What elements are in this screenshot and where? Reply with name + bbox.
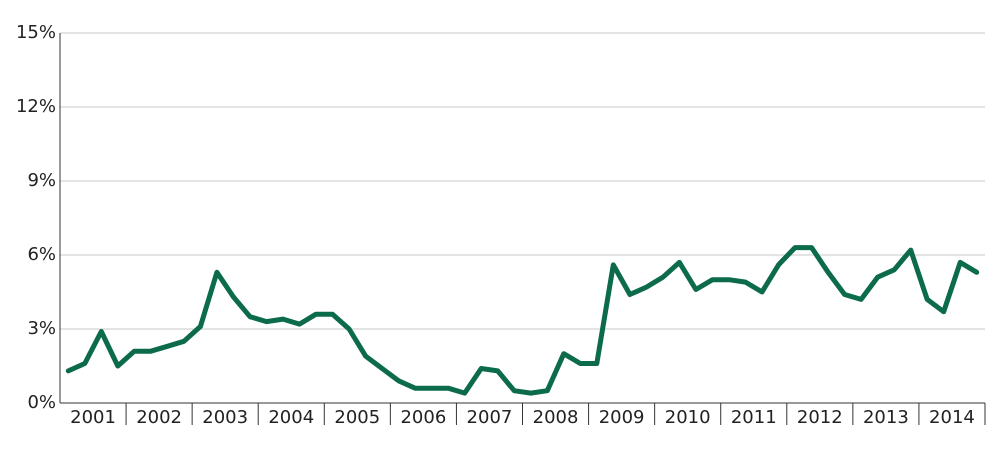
x-tick-label: 2012 [797, 407, 843, 428]
x-tick-label: 2010 [665, 407, 711, 428]
x-tick-label: 2006 [400, 407, 446, 428]
x-tick-label: 2005 [334, 407, 380, 428]
x-tick-label: 2013 [863, 407, 909, 428]
y-tick-label: 12% [16, 96, 56, 117]
y-tick-label: 9% [27, 170, 56, 191]
y-tick-label: 15% [16, 22, 56, 43]
x-tick-label: 2001 [70, 407, 116, 428]
x-tick-label: 2011 [731, 407, 777, 428]
y-tick-label: 0% [27, 392, 56, 413]
x-tick-label: 2014 [929, 407, 975, 428]
x-tick-label: 2003 [202, 407, 248, 428]
line-series [65, 245, 980, 396]
x-tick-label: 2009 [599, 407, 645, 428]
y-tick-label: 3% [27, 318, 56, 339]
x-tick-label: 2007 [467, 407, 513, 428]
y-tick-label: 6% [27, 244, 56, 265]
x-tick-label: 2008 [533, 407, 579, 428]
x-tick-label: 2004 [268, 407, 314, 428]
x-tick-label: 2002 [136, 407, 182, 428]
